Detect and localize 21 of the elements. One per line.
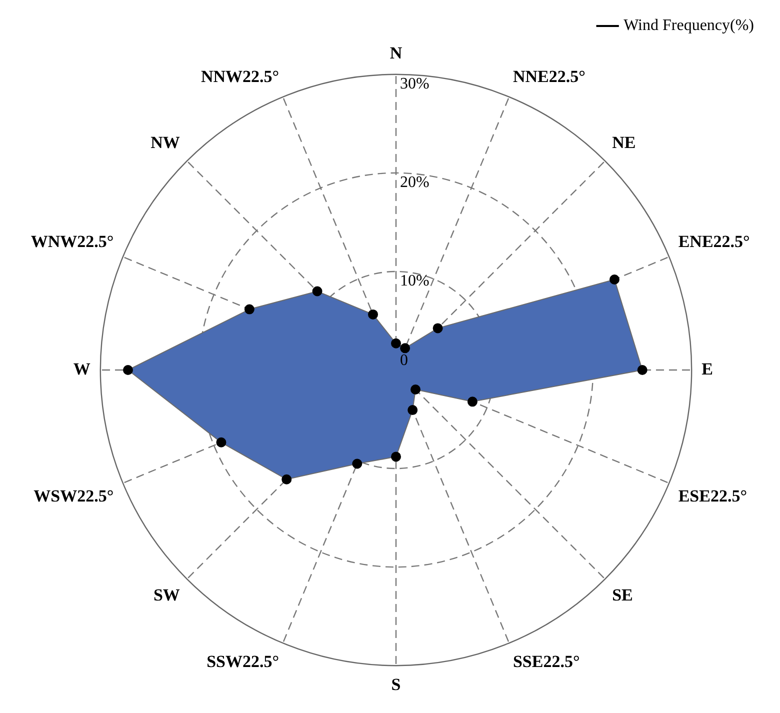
spoke-label: WNW22.5° xyxy=(30,232,114,252)
spoke-label: NE xyxy=(612,133,636,152)
text: Wind Frequency(%) xyxy=(624,17,754,34)
spoke-label: NNE22.5° xyxy=(512,66,586,86)
y-tick-label: 10% xyxy=(400,272,430,290)
spoke-label: E xyxy=(702,359,713,378)
spoke-label: ENE22.5° xyxy=(678,232,750,252)
spoke-label: WSW22.5° xyxy=(34,486,114,506)
spoke-label: SSE22.5° xyxy=(512,652,580,671)
spoke-label: W xyxy=(73,359,90,378)
spoke-label: SW xyxy=(153,586,180,605)
y-tick-label: 20% xyxy=(400,174,430,192)
spoke-label: SSW22.5° xyxy=(206,652,280,671)
spoke-label: SE xyxy=(612,586,633,605)
spoke-label: NW xyxy=(150,133,180,152)
spoke-label: N xyxy=(390,44,403,63)
spoke-label: ESE22.5° xyxy=(678,486,748,506)
spoke-label: NNW22.5° xyxy=(200,66,280,86)
spoke-label: S xyxy=(391,675,401,694)
y-tick-label: 30% xyxy=(400,76,430,93)
y-tick-label: 0 xyxy=(400,352,408,370)
